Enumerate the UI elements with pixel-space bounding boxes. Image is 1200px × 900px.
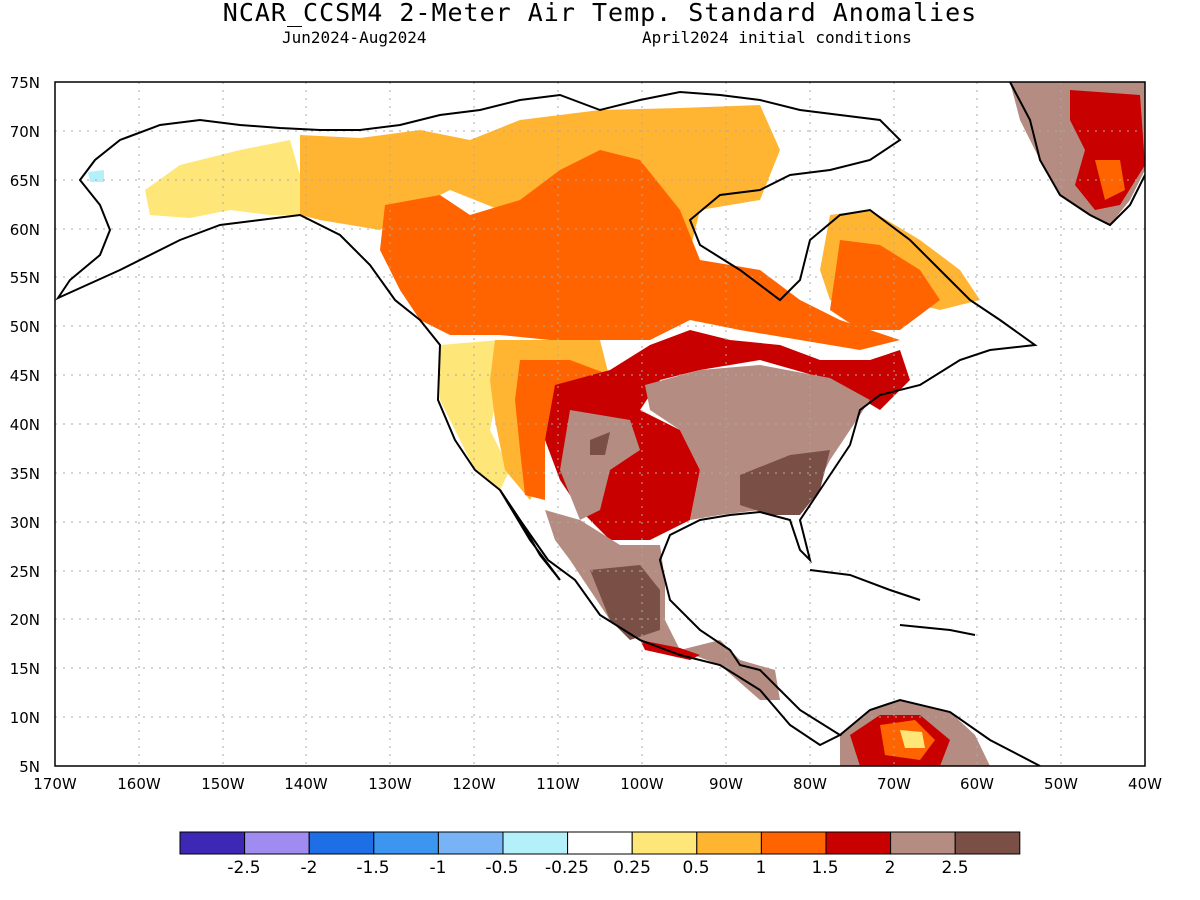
lat-label: 25N xyxy=(10,563,40,581)
lat-label: 45N xyxy=(10,367,40,385)
lon-label: 70W xyxy=(877,775,911,793)
colorbar-box xyxy=(696,831,762,855)
colorbar-label: -0.25 xyxy=(545,858,589,878)
lat-label: 70N xyxy=(10,123,40,141)
lon-label: 110W xyxy=(536,775,580,793)
lat-label: 75N xyxy=(10,74,40,92)
lat-label: 5N xyxy=(19,758,40,776)
lon-label: 170W xyxy=(33,775,77,793)
colorbar-box xyxy=(244,831,310,855)
lon-label: 60W xyxy=(960,775,994,793)
coastline-baja xyxy=(499,489,561,581)
anomaly-region-bering xyxy=(88,170,104,182)
lat-label: 55N xyxy=(10,269,40,287)
coastline-greenland xyxy=(1009,82,1145,227)
lon-label: 130W xyxy=(368,775,412,793)
anomaly-region-southeast-dark xyxy=(740,450,830,515)
colorbar-box xyxy=(825,831,892,855)
colorbar-box xyxy=(502,831,569,855)
colorbar-label: 2.5 xyxy=(941,858,968,878)
lat-label: 50N xyxy=(10,318,40,336)
lon-label: 100W xyxy=(620,775,664,793)
anomaly-shading xyxy=(88,82,1145,766)
lat-label: 20N xyxy=(10,611,40,629)
colorbar-box xyxy=(437,831,504,855)
longitude-labels: 170W 160W 150W 140W 130W 120W 110W 100W … xyxy=(33,775,1162,793)
lat-label: 65N xyxy=(10,172,40,190)
lon-label: 90W xyxy=(709,775,743,793)
lat-label: 30N xyxy=(10,514,40,532)
anomaly-region-mexico xyxy=(545,510,780,700)
anomaly-region-mexico-dark xyxy=(590,565,660,640)
colorbar-box xyxy=(567,831,633,855)
lat-label: 35N xyxy=(10,465,40,483)
lon-label: 150W xyxy=(201,775,245,793)
forecast-period: Jun2024-Aug2024 xyxy=(282,28,427,47)
anomaly-region-texas xyxy=(560,410,640,520)
colorbar-label: 1.5 xyxy=(811,858,838,878)
anomaly-region-greenland-orange xyxy=(1095,160,1125,200)
colorbar-box xyxy=(890,831,956,855)
colorbar-boxes xyxy=(179,831,1021,855)
colorbar-label: 2 xyxy=(885,858,896,878)
anomaly-region-texas-dark xyxy=(590,432,610,455)
coastline-north-america xyxy=(55,90,1038,747)
map-title: NCAR_CCSM4 2-Meter Air Temp. Standard An… xyxy=(222,0,978,27)
colorbar-label: -2 xyxy=(301,858,318,878)
colorbar-label: 1 xyxy=(756,858,767,878)
colorbar: -2.5 -2 -1.5 -1 -0.5 -0.25 0.25 0.5 1 1.… xyxy=(179,831,1021,878)
colorbar-label: -0.5 xyxy=(485,858,518,878)
anomaly-region-canada-deep xyxy=(380,150,900,350)
colorbar-label: -2.5 xyxy=(227,858,260,878)
lon-label: 50W xyxy=(1044,775,1078,793)
anomaly-region-south-america-yellow xyxy=(900,730,925,748)
lon-label: 80W xyxy=(793,775,827,793)
map-frame xyxy=(54,81,1146,767)
colorbar-labels: -2.5 -2 -1.5 -1 -0.5 -0.25 0.25 0.5 1 1.… xyxy=(227,858,968,878)
colorbar-box xyxy=(308,831,375,855)
coastline-south-america xyxy=(839,698,1041,766)
lat-label: 15N xyxy=(10,660,40,678)
lat-label: 60N xyxy=(10,221,40,239)
lon-label: 120W xyxy=(452,775,496,793)
lon-label: 40W xyxy=(1128,775,1162,793)
coastlines xyxy=(55,82,1145,766)
initial-conditions: April2024 initial conditions xyxy=(642,28,912,47)
coastline-caribbean xyxy=(809,569,976,636)
latitude-labels: 75N 70N 65N 60N 55N 50N 45N 40N 35N 30N … xyxy=(10,74,40,776)
colorbar-box xyxy=(179,831,246,855)
colorbar-box xyxy=(631,831,698,855)
lon-label: 140W xyxy=(284,775,328,793)
colorbar-box xyxy=(373,831,439,855)
colorbar-box xyxy=(954,831,1021,855)
colorbar-label: -1 xyxy=(430,858,447,878)
lat-label: 40N xyxy=(10,416,40,434)
colorbar-label: 0.25 xyxy=(613,858,651,878)
colorbar-label: -1.5 xyxy=(356,858,389,878)
anomaly-region-plains-red xyxy=(545,330,910,540)
anomaly-region-quebec xyxy=(830,240,940,330)
lon-label: 160W xyxy=(117,775,161,793)
colorbar-label: 0.5 xyxy=(682,858,709,878)
lat-label: 10N xyxy=(10,709,40,727)
colorbar-box xyxy=(760,831,827,855)
